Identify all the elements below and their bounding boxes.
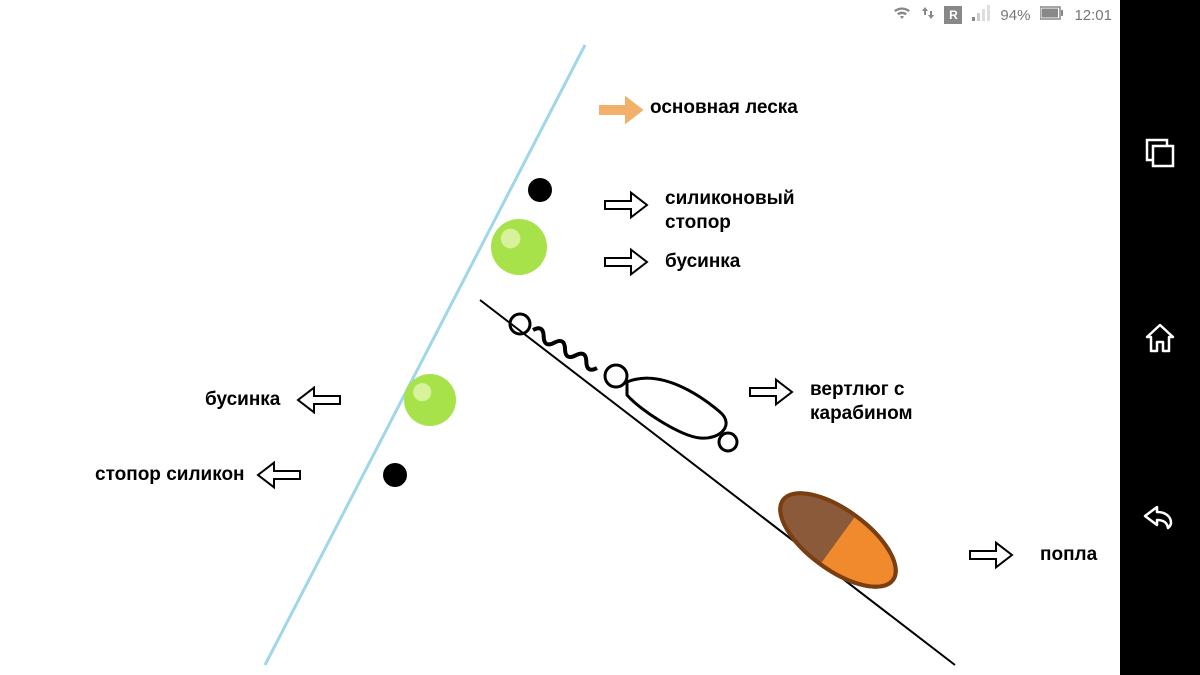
- swivel-clip: [627, 378, 726, 438]
- label-bead-top: бусинка: [665, 250, 740, 274]
- back-button[interactable]: [1142, 505, 1178, 541]
- arrow-main-line: [600, 98, 642, 123]
- arrow-swivel: [750, 380, 792, 405]
- swivel-ring-3: [719, 433, 737, 451]
- label-float: попла: [1040, 543, 1097, 567]
- android-nav-bar: [1120, 0, 1200, 675]
- bead-left: [404, 374, 456, 426]
- bead-top: [491, 219, 547, 275]
- arrow-stopper-top: [605, 193, 647, 218]
- label-stopper-bottom: стопор силикон: [95, 463, 245, 487]
- label-main-line: основная леска: [650, 96, 798, 120]
- stopper-bottom: [383, 463, 407, 487]
- diagram-canvas: R 94% 12:01 основная лескасиликоновый ст…: [0, 0, 1120, 675]
- arrow-float: [970, 543, 1012, 568]
- label-swivel: вертлюг с карабином: [810, 378, 913, 426]
- recent-apps-button[interactable]: [1142, 135, 1178, 171]
- diagram-svg: [0, 0, 1120, 675]
- label-bead-left: бусинка: [205, 388, 280, 412]
- float-bobber: [763, 473, 912, 606]
- swivel-ring-2: [605, 365, 627, 387]
- arrow-stopper-bottom: [258, 463, 300, 488]
- arrow-bead-left: [298, 388, 340, 413]
- branch-line: [480, 300, 955, 665]
- main-fishing-line: [265, 45, 585, 665]
- stopper-top: [528, 178, 552, 202]
- home-button[interactable]: [1142, 320, 1178, 356]
- arrow-bead-top: [605, 250, 647, 275]
- label-stopper-top: силиконовый стопор: [665, 187, 795, 235]
